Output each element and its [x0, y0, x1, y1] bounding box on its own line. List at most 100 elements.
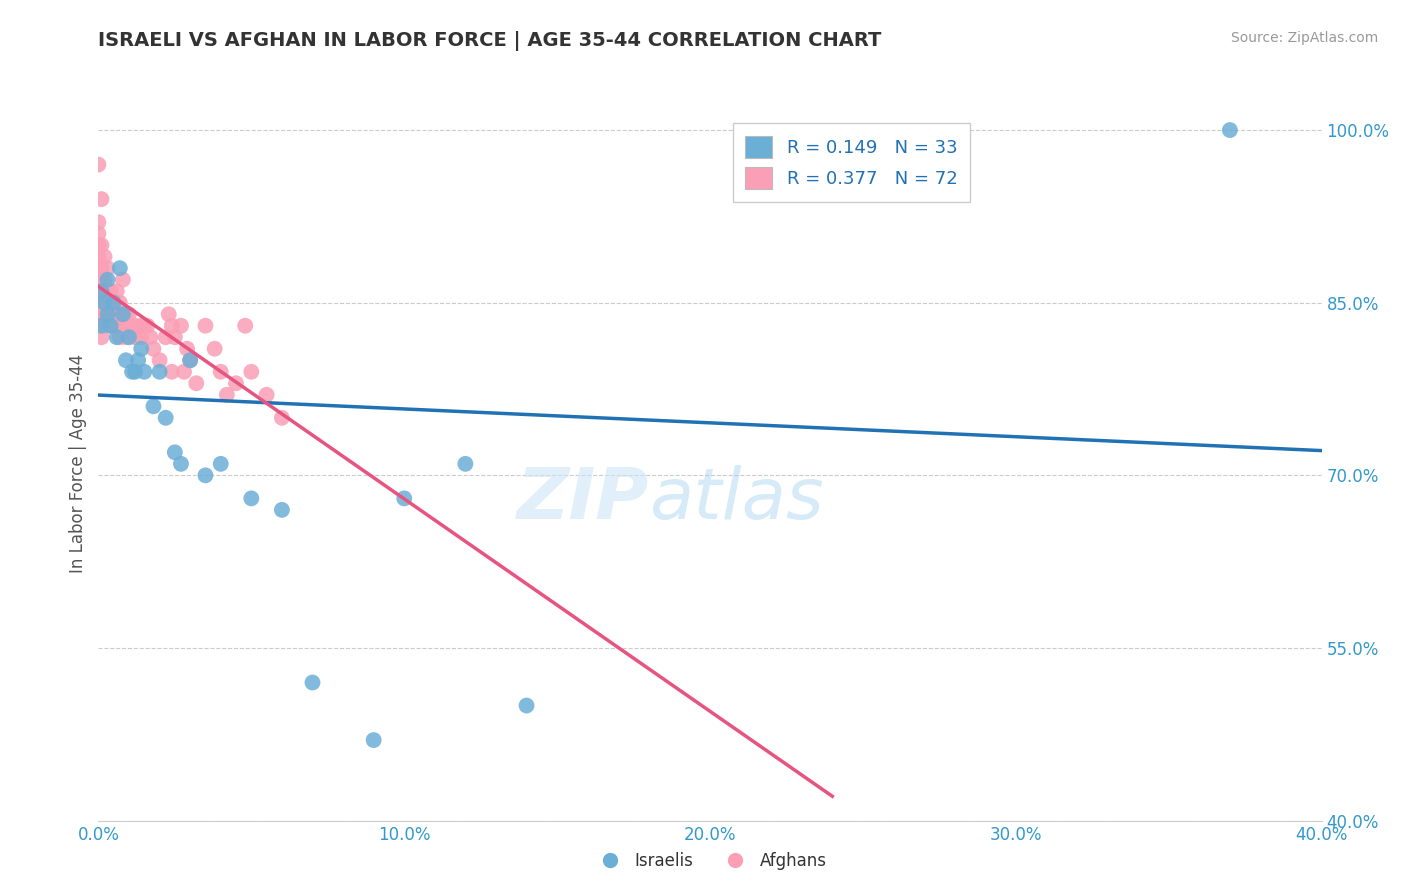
Point — [108, 261, 131, 276]
Point — [103, 295, 125, 310]
Point — [90, 238, 112, 252]
Point — [87, 250, 110, 264]
Legend: Israelis, Afghans: Israelis, Afghans — [586, 846, 834, 877]
Point — [163, 445, 186, 459]
Point — [225, 376, 247, 391]
Point — [155, 410, 177, 425]
Text: Source: ZipAtlas.com: Source: ZipAtlas.com — [1230, 31, 1378, 45]
Point — [157, 307, 180, 321]
Point — [90, 261, 112, 276]
Point — [142, 342, 165, 356]
Point — [90, 273, 112, 287]
Point — [516, 698, 538, 713]
Point — [90, 295, 112, 310]
Point — [121, 365, 143, 379]
Point — [111, 273, 134, 287]
Point — [173, 365, 195, 379]
Point — [134, 318, 156, 333]
Point — [118, 330, 141, 344]
Point — [270, 503, 292, 517]
Point — [105, 330, 128, 344]
Point — [115, 330, 138, 344]
Point — [87, 215, 110, 229]
Point — [160, 365, 183, 379]
Point — [163, 330, 186, 344]
Point — [209, 365, 232, 379]
Point — [87, 273, 110, 287]
Point — [240, 365, 263, 379]
Point — [301, 675, 323, 690]
Point — [97, 307, 120, 321]
Point — [93, 307, 115, 321]
Point — [93, 273, 115, 287]
Point — [454, 457, 477, 471]
Text: atlas: atlas — [650, 465, 824, 534]
Point — [1219, 123, 1241, 137]
Point — [186, 376, 208, 391]
Point — [93, 295, 115, 310]
Point — [87, 227, 110, 241]
Point — [87, 261, 110, 276]
Point — [139, 330, 162, 344]
Point — [124, 365, 146, 379]
Point — [209, 457, 232, 471]
Point — [93, 284, 115, 298]
Point — [103, 307, 125, 321]
Point — [100, 318, 122, 333]
Point — [87, 307, 110, 321]
Point — [233, 318, 256, 333]
Point — [108, 295, 131, 310]
Point — [97, 307, 120, 321]
Point — [155, 330, 177, 344]
Point — [142, 399, 165, 413]
Point — [108, 330, 131, 344]
Point — [100, 284, 122, 298]
Point — [90, 284, 112, 298]
Point — [97, 318, 120, 333]
Point — [105, 318, 128, 333]
Point — [103, 318, 125, 333]
Point — [160, 318, 183, 333]
Point — [129, 318, 152, 333]
Point — [90, 307, 112, 321]
Point — [215, 388, 238, 402]
Point — [118, 318, 141, 333]
Point — [87, 295, 110, 310]
Point — [179, 353, 201, 368]
Point — [111, 318, 134, 333]
Point — [93, 318, 115, 333]
Point — [129, 342, 152, 356]
Point — [170, 318, 193, 333]
Point — [97, 284, 120, 298]
Point — [136, 318, 159, 333]
Y-axis label: In Labor Force | Age 35-44: In Labor Force | Age 35-44 — [69, 354, 87, 574]
Point — [149, 353, 172, 368]
Point — [97, 261, 120, 276]
Point — [363, 733, 385, 747]
Point — [170, 457, 193, 471]
Point — [115, 307, 138, 321]
Point — [270, 410, 292, 425]
Point — [105, 284, 128, 298]
Point — [392, 491, 416, 506]
Point — [204, 342, 226, 356]
Point — [90, 192, 112, 206]
Point — [127, 353, 149, 368]
Point — [90, 318, 112, 333]
Point — [90, 318, 112, 333]
Point — [256, 388, 278, 402]
Point — [124, 318, 146, 333]
Point — [124, 330, 146, 344]
Point — [179, 353, 201, 368]
Point — [176, 342, 198, 356]
Point — [100, 295, 122, 310]
Point — [90, 330, 112, 344]
Point — [87, 284, 110, 298]
Point — [111, 307, 134, 321]
Point — [194, 318, 217, 333]
Point — [87, 238, 110, 252]
Point — [100, 307, 122, 321]
Point — [149, 365, 172, 379]
Point — [134, 365, 156, 379]
Point — [115, 353, 138, 368]
